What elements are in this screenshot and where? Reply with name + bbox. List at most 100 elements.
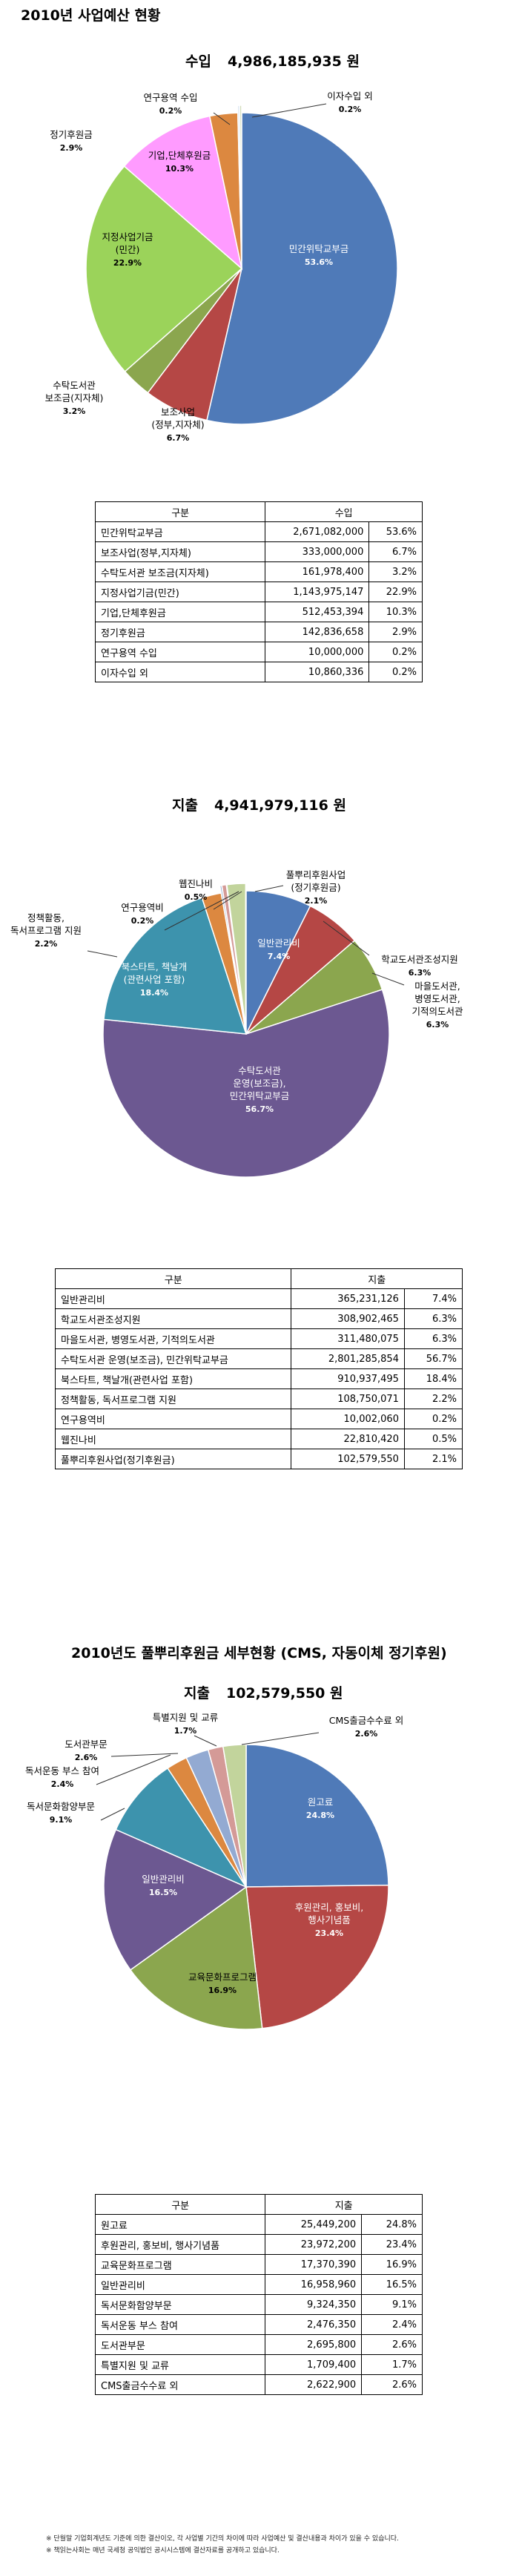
row-percent: 2.4% xyxy=(361,2314,423,2335)
table-row: 마을도서관, 병영도서관, 기적의도서관 311,480,075 6.3% xyxy=(54,1328,463,1349)
slice-percent: 2.6% xyxy=(355,1729,378,1739)
table-row: 연구용역 수입 10,000,000 0.2% xyxy=(94,642,423,662)
slice-label-line: 지정사업기금 xyxy=(102,231,153,243)
page-title: 2010년 사업예산 현황 xyxy=(21,7,161,24)
leader-line xyxy=(87,950,118,958)
row-percent: 16.9% xyxy=(361,2254,423,2275)
row-value: 25,449,200 xyxy=(265,2214,363,2235)
slice-percent: 2.9% xyxy=(60,143,83,153)
row-label: 독서문화함양부문 xyxy=(94,2294,266,2315)
row-value: 161,978,400 xyxy=(265,561,370,582)
slice-label-line: 후원관리, 홍보비, xyxy=(295,1902,363,1913)
slice-percent: 2.2% xyxy=(35,939,58,949)
slice-percent: 0.2% xyxy=(339,105,362,114)
row-label: 지정사업기금(민간) xyxy=(94,582,266,602)
expense-amount: 4,941,979,116 원 xyxy=(214,797,346,814)
cms-pie-chart: 원고료 24.8% 후원관리, 홍보비, 행사기념품 23.4% 교육문화프로그램 16.9… xyxy=(25,1712,403,2030)
row-percent: 6.3% xyxy=(403,1308,463,1329)
slice-label-line: (민간) xyxy=(116,244,140,255)
cms-title: 지출 102,579,550 원 xyxy=(184,1682,343,1702)
pie-slice xyxy=(103,1828,248,1971)
table-row: 원고료 25,449,200 24.8% xyxy=(94,2214,423,2235)
leader-line xyxy=(96,1754,171,1785)
row-value: 10,860,336 xyxy=(265,662,370,682)
footnote-2: ※ 책읽는사회는 매년 국세청 공익법인 공시시스템에 결산자료를 공개하고 있… xyxy=(46,2547,280,2554)
row-value: 2,476,350 xyxy=(265,2314,363,2335)
slice-label: 정책활동, 독서프로그램 지원 2.2% xyxy=(10,912,82,949)
row-value: 102,579,550 xyxy=(291,1449,405,1469)
row-value: 9,324,350 xyxy=(265,2294,363,2315)
row-percent: 9.1% xyxy=(361,2294,423,2315)
table-row: 독서운동 부스 참여 2,476,350 2.4% xyxy=(94,2314,423,2335)
row-percent: 23.4% xyxy=(361,2234,423,2255)
income-title-label: 수입 xyxy=(185,53,211,70)
row-value: 10,000,000 xyxy=(265,642,370,662)
slice-label-line: 수탁도서관 xyxy=(238,1065,281,1076)
slice-percent: 16.9% xyxy=(208,1986,237,1995)
leader-line xyxy=(371,972,405,986)
row-percent: 2.6% xyxy=(361,2334,423,2355)
row-value: 311,480,075 xyxy=(291,1328,405,1349)
slice-label-line: 기적의도서관 xyxy=(411,1006,463,1017)
slice-label-line: 마을도서관, xyxy=(414,981,460,992)
cms-title-label: 지출 xyxy=(184,1685,210,1702)
slice-label: 연구용역비 0.2% xyxy=(121,902,164,926)
table-row: 도서관부문 2,695,800 2.6% xyxy=(94,2334,423,2355)
table-row: 지정사업기금(민간) 1,143,975,147 22.9% xyxy=(94,582,423,602)
table-row: 연구용역비 10,002,060 0.2% xyxy=(54,1409,463,1429)
slice-label: 독서문화함양부문 9.1% xyxy=(27,1801,95,1825)
pie-slice xyxy=(222,1744,247,1888)
income-pie-chart: 민간위탁교부금 53.6% 보조사업 (정부,지자체) 6.7% 수탁도서관 보조금(지자체… xyxy=(45,90,398,443)
slice-percent: 56.7% xyxy=(245,1104,274,1114)
slice-label-line: 수탁도서관 xyxy=(53,380,96,391)
income-amount: 4,986,185,935 원 xyxy=(227,53,360,70)
column-header-income: 수입 xyxy=(265,501,423,522)
footnote-1: ※ 단월말 기업회계년도 기준에 의한 결산이오, 각 사업별 기간의 차이에 … xyxy=(46,2535,399,2543)
row-percent: 3.2% xyxy=(368,561,423,582)
column-header-category: 구분 xyxy=(54,1268,292,1289)
slice-label-line: 교육문화프로그램 xyxy=(188,1971,257,1983)
pie-slice xyxy=(226,883,247,1027)
table-row: 학교도서관조성지원 308,902,465 6.3% xyxy=(54,1308,463,1329)
row-percent: 0.2% xyxy=(368,662,423,682)
table-row: 풀뿌리후원사업(정기후원금) 102,579,550 2.1% xyxy=(54,1449,463,1469)
row-label: CMS출금수수료 외 xyxy=(94,2374,266,2395)
table-header-row: 구분 수입 xyxy=(94,501,423,522)
row-percent: 6.3% xyxy=(403,1328,463,1349)
slice-percent: 3.2% xyxy=(63,406,86,416)
slice-percent: 0.2% xyxy=(131,916,154,926)
slice-label-line: 원고료 xyxy=(308,1796,334,1808)
table-header-row: 구분 지출 xyxy=(54,1268,463,1289)
slice-label: 후원관리, 홍보비, 행사기념품 23.4% xyxy=(295,1902,363,1938)
row-percent: 18.4% xyxy=(403,1368,463,1389)
slice-label: 보조사업 (정부,지자체) 6.7% xyxy=(151,406,204,443)
row-label: 풀뿌리후원사업(정기후원금) xyxy=(54,1449,292,1469)
row-value: 2,695,800 xyxy=(265,2334,363,2355)
slice-percent: 2.4% xyxy=(51,1779,74,1789)
slice-label: 민간위탁교부금 53.6% xyxy=(289,243,349,267)
slice-percent: 1.7% xyxy=(174,1726,197,1736)
table-row: 교육문화프로그램 17,370,390 16.9% xyxy=(94,2254,423,2275)
row-percent: 24.8% xyxy=(361,2214,423,2235)
row-value: 333,000,000 xyxy=(265,541,370,562)
row-percent: 0.5% xyxy=(403,1429,463,1449)
row-percent: 0.2% xyxy=(368,642,423,662)
slice-label-line: 이자수입 외 xyxy=(327,90,372,102)
row-label: 보조사업(정부,지자체) xyxy=(94,541,266,562)
slice-label-line: 학교도서관조성지원 xyxy=(381,954,458,965)
row-percent: 56.7% xyxy=(403,1348,463,1369)
row-label: 일반관리비 xyxy=(54,1288,292,1309)
pie-slice xyxy=(206,112,398,425)
column-header-category: 구분 xyxy=(94,501,266,522)
row-label: 민간위탁교부금 xyxy=(94,521,266,542)
row-label: 원고료 xyxy=(94,2214,266,2235)
pie-slice xyxy=(245,1884,389,2029)
table-row: 특별지원 및 교류 1,709,400 1.7% xyxy=(94,2354,423,2375)
row-label: 수탁도서관 운영(보조금), 민간위탁교부금 xyxy=(54,1348,292,1369)
row-percent: 6.7% xyxy=(368,541,423,562)
slice-percent: 2.1% xyxy=(305,896,328,906)
row-value: 2,801,285,854 xyxy=(291,1348,405,1369)
expense-title-label: 지출 xyxy=(172,797,198,814)
slice-label: 수탁도서관 보조금(지자체) 3.2% xyxy=(45,380,104,416)
row-percent: 16.5% xyxy=(361,2274,423,2295)
